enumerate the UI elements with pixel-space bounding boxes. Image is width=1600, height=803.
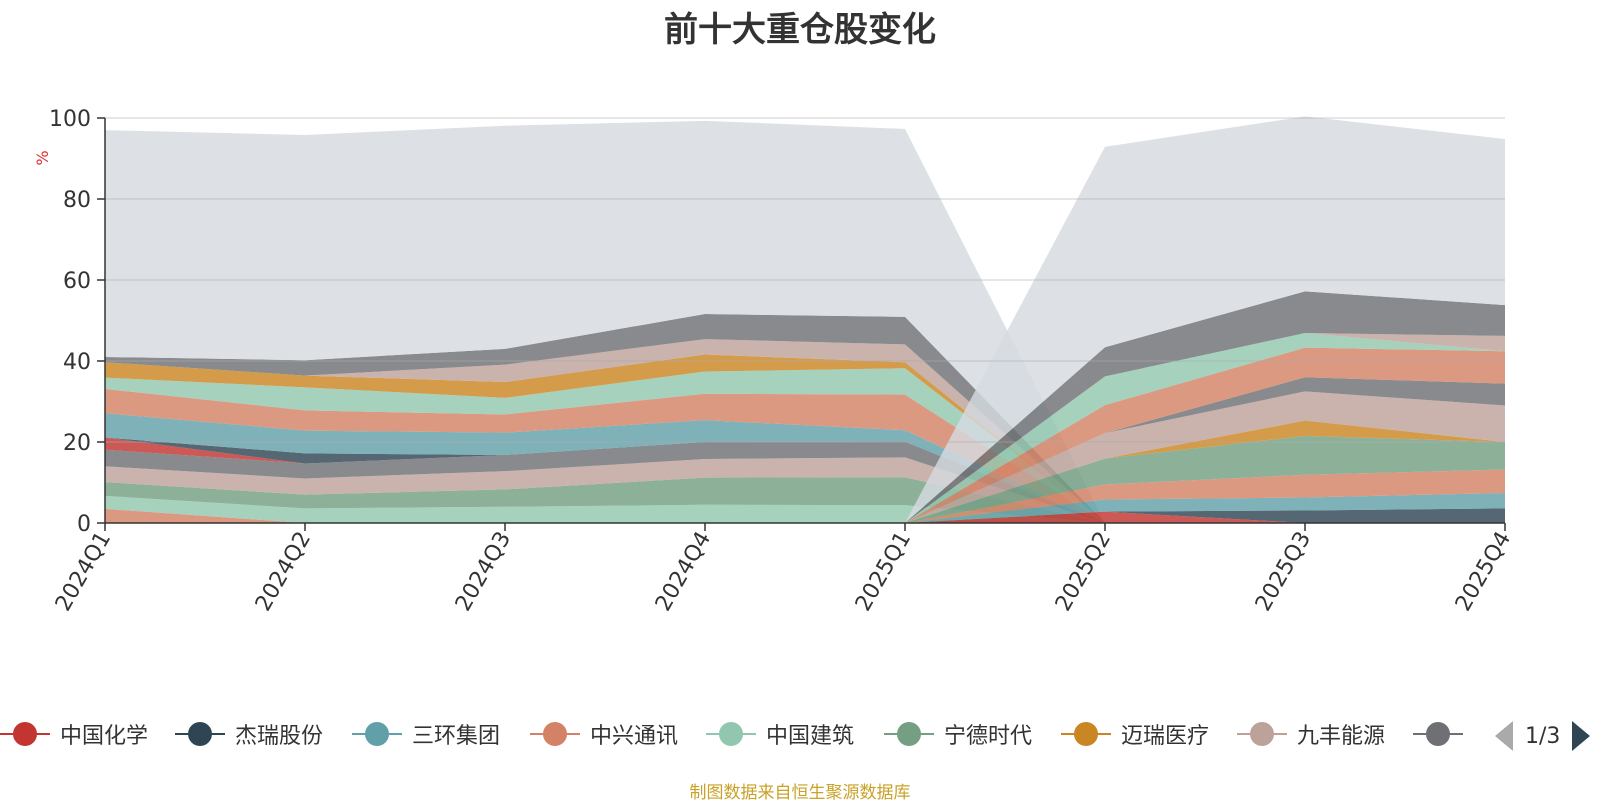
x-tick-label-4: 2024Q4 (651, 528, 716, 616)
segment-area-13 (105, 116, 1505, 523)
x-tick-label-3: 2024Q3 (451, 528, 516, 616)
segment-area-5 (105, 435, 1505, 523)
segment-area-3 (105, 493, 1505, 523)
legend-item-8[interactable]: 九丰能源 (1237, 713, 1385, 755)
series-area-5 (105, 495, 1505, 523)
y-tick-label-6: 100 (49, 107, 91, 132)
x-tick-label-7: 2025Q3 (1251, 528, 1316, 616)
legend-label-4: 中兴通讯 (590, 724, 679, 749)
pager-next-icon[interactable] (1572, 721, 1591, 751)
x-tick-label-6: 2025Q2 (1051, 528, 1116, 616)
segment-area-7 (105, 391, 1505, 523)
segment-area-4 (105, 469, 1505, 523)
series-area-18 (105, 120, 1505, 524)
legend-symbol-2 (175, 713, 225, 755)
series-area-13 (105, 388, 1505, 523)
legend-label-5: 中国建筑 (766, 724, 855, 749)
legend-pager: 1/3 (1495, 718, 1591, 754)
chart-title: 前十大重仓股变化 (664, 10, 936, 50)
series-area-12 (105, 413, 1505, 523)
series-area-4 (105, 508, 1505, 523)
segment-area-10 (105, 333, 1505, 523)
legend-label-1: 中国化学 (60, 724, 149, 749)
y-tick-label-3: 40 (63, 350, 91, 375)
legend-item-1[interactable]: 中国化学 (0, 713, 148, 755)
legend: 中国化学 杰瑞股份 三环集团 中兴通讯 中国建筑 宁德时代 迈瑞医疗 九丰能源 (0, 713, 1480, 755)
series-area-6 (105, 477, 1505, 523)
segment-area-2 (105, 508, 1505, 523)
legend-item-7[interactable]: 迈瑞医疗 (1061, 713, 1209, 755)
legend-symbol-9 (1413, 713, 1463, 755)
segment-area-8 (105, 377, 1505, 523)
legend-item-6[interactable]: 宁德时代 (884, 713, 1032, 755)
y-tick-label-5: 80 (63, 188, 91, 213)
legend-symbol-7 (1061, 713, 1111, 755)
legend-symbol-8 (1237, 713, 1287, 755)
legend-item-5[interactable]: 中国建筑 (706, 713, 854, 755)
legend-symbol-1 (0, 713, 50, 755)
series-area-17 (105, 314, 1505, 523)
y-tick-label-4: 60 (63, 269, 91, 294)
segment-area-1 (105, 511, 1505, 523)
segment-area-6 (105, 420, 1505, 523)
legend-item-9[interactable] (1413, 713, 1473, 755)
x-tick-label-2: 2024Q2 (251, 528, 316, 616)
legend-symbol-5 (706, 713, 756, 755)
legend-symbol-6 (884, 713, 934, 755)
legend-symbol-3 (352, 713, 402, 755)
series-area-14 (105, 368, 1505, 523)
legend-label-8: 九丰能源 (1297, 724, 1386, 749)
legend-item-4[interactable]: 中兴通讯 (530, 713, 678, 755)
x-tick-label-5: 2025Q1 (851, 528, 916, 616)
series-area-8 (105, 457, 1505, 523)
segment-area-12 (105, 291, 1505, 523)
pager-text: 1/3 (1525, 723, 1561, 749)
legend-label-2: 杰瑞股份 (235, 724, 324, 749)
y-tick-label-1: 0 (77, 512, 91, 537)
legend-symbol-4 (530, 713, 580, 755)
legend-item-2[interactable]: 杰瑞股份 (175, 713, 323, 755)
source-note: 制图数据来自恒生聚源数据库 (689, 783, 911, 803)
series-area-9 (105, 441, 1505, 523)
pager-prev-icon[interactable] (1495, 721, 1513, 751)
legend-item-3[interactable]: 三环集团 (352, 713, 500, 755)
legend-label-6: 宁德时代 (944, 724, 1033, 749)
y-tick-label-2: 20 (63, 431, 91, 456)
legend-label-3: 三环集团 (412, 724, 501, 749)
legend-label-7: 迈瑞医疗 (1121, 724, 1210, 749)
segment-area-9 (105, 347, 1505, 523)
x-tick-label-8: 2025Q4 (1451, 528, 1516, 616)
x-tick-label-1: 2024Q1 (51, 528, 116, 616)
y-axis-unit-label: % (33, 150, 52, 165)
